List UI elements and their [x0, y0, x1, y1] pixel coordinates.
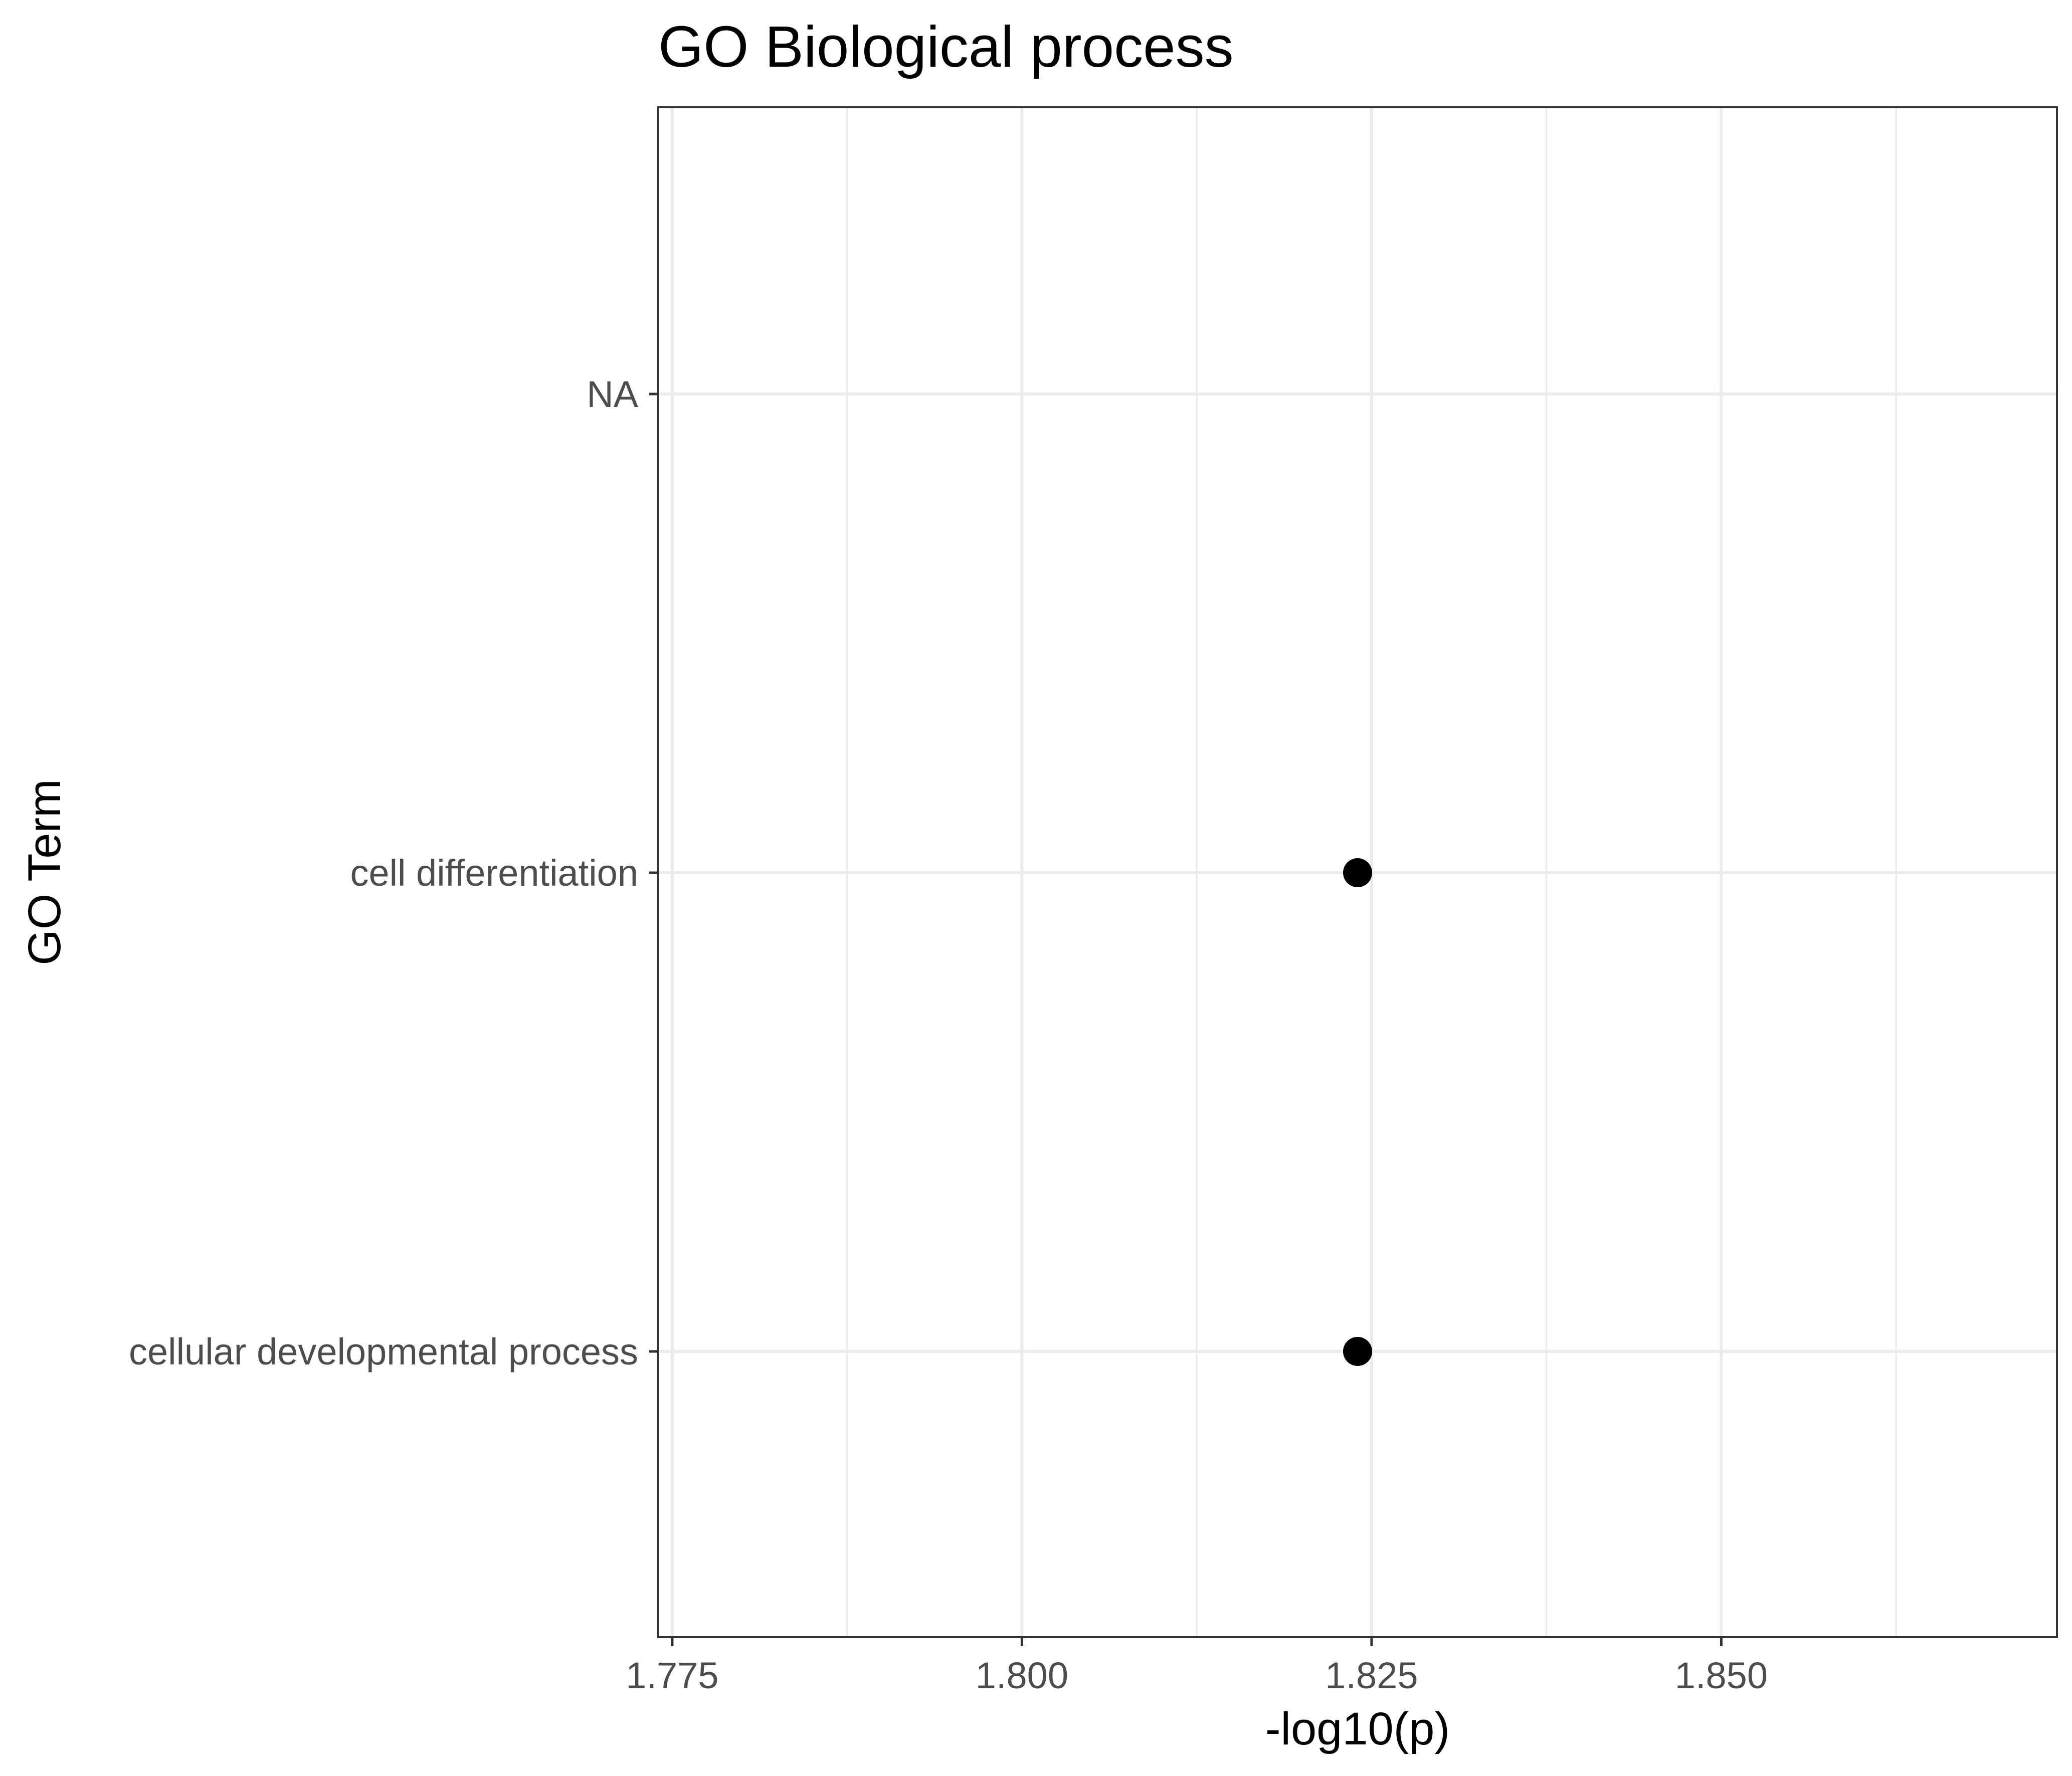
x-tick-label: 1.775: [626, 1655, 718, 1696]
chart-title: GO Biological process: [658, 14, 1234, 79]
y-axis-title: GO Term: [19, 779, 70, 965]
plot-area: [657, 106, 2058, 1638]
x-axis-title: -log10(p): [1265, 1703, 1450, 1754]
data-point: [1343, 1337, 1372, 1366]
y-axis: NA cell differentiation cellular developme…: [129, 373, 658, 1372]
x-tick-label: 1.800: [976, 1655, 1068, 1696]
x-tick-label: 1.825: [1325, 1655, 1418, 1696]
y-tick-label: cell differentiation: [350, 852, 638, 894]
x-tick-label: 1.850: [1675, 1655, 1768, 1696]
x-axis: 1.775 1.800 1.825 1.850: [626, 1637, 1768, 1696]
y-tick-label: NA: [587, 373, 638, 415]
data-point: [1343, 858, 1372, 887]
y-tick-label: cellular developmental process: [129, 1331, 638, 1372]
data-points: [1343, 858, 1372, 1366]
